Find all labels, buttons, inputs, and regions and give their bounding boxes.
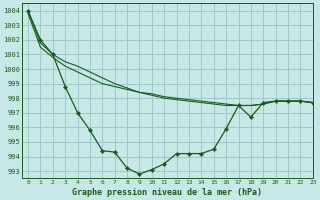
X-axis label: Graphe pression niveau de la mer (hPa): Graphe pression niveau de la mer (hPa) xyxy=(72,188,262,197)
